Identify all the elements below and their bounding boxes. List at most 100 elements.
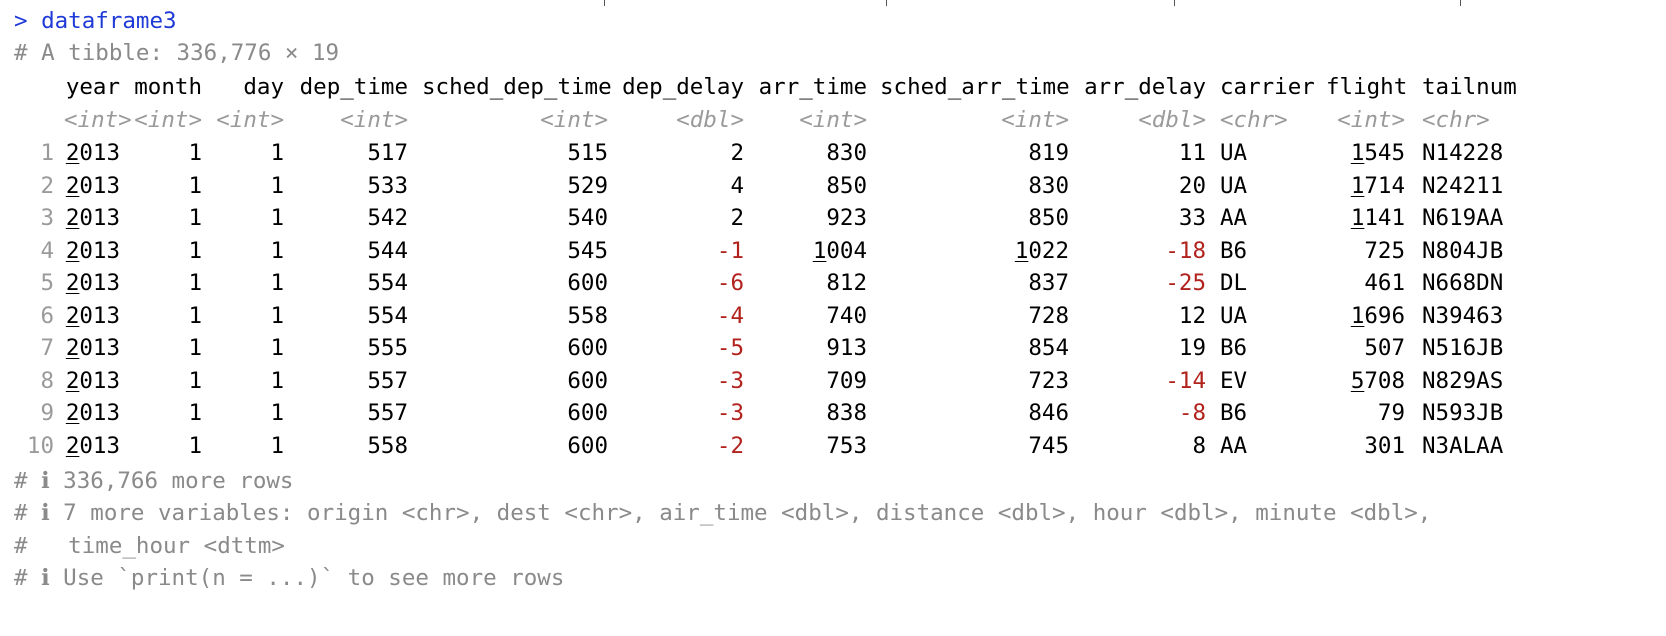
cell-dep-time: 555 [367,335,408,361]
table-row: 9 2013 1 1 557 600 -3 838 846 -8 B6 79 N593JB [14,397,1654,430]
cell-flight: 1714 [1350,172,1405,199]
column-header-dep-time: dep_time [299,74,408,100]
cell-dep-time: 558 [367,432,408,459]
column-type-dep-time: <int> [340,107,408,133]
cell-sched-dep-time: 600 [567,367,608,394]
column-type-sched-dep-time: <int> [540,107,608,133]
cell-arr-time: 812 [826,270,867,296]
cell-dep-delay: -2 [716,432,744,459]
cell-sched-arr-time: 846 [1028,400,1069,426]
cell-tailnum: N593JB [1422,400,1504,426]
cell-arr-time: 1004 [812,237,867,264]
tick [604,0,605,6]
cell-carrier: UA [1220,140,1248,166]
cell-sched-dep-time: 600 [567,270,608,296]
cell-sched-dep-time: 529 [567,172,608,199]
cell-flight: 1141 [1350,205,1405,231]
cell-carrier: B6 [1220,237,1248,264]
cell-carrier: AA [1220,432,1248,459]
table-row: 6 2013 1 1 554 558 -4 740 728 12 UA 1696 N39463 [14,300,1654,333]
cell-day: 1 [270,172,284,199]
cell-dep-delay: 4 [730,172,744,199]
cell-flight: 1696 [1350,302,1405,329]
cell-dep-delay: -5 [716,335,744,361]
cell-day: 1 [270,335,284,361]
cell-sched-arr-time: 745 [1028,432,1069,459]
cell-month: 1 [188,302,202,329]
cell-day: 1 [270,400,284,426]
cell-sched-arr-time: 723 [1028,367,1069,394]
cell-month: 1 [188,432,202,459]
table-row: 2 2013 1 1 533 529 4 850 830 20 UA 1714 N24211 [14,170,1654,203]
cell-arr-time: 850 [826,172,867,199]
column-header-day: day [243,74,284,100]
cell-sched-arr-time: 819 [1028,140,1069,166]
cell-arr-delay: -25 [1165,270,1206,296]
cell-month: 1 [188,270,202,296]
cell-arr-time: 830 [826,140,867,166]
row-number: 6 [40,302,54,329]
cell-dep-time: 557 [367,400,408,426]
cell-tailnum: N24211 [1422,172,1504,199]
column-header-year: year [65,74,120,100]
cell-sched-arr-time: 1022 [1014,237,1069,264]
cell-dep-time: 554 [367,270,408,296]
cell-dep-time: 557 [367,367,408,394]
cell-tailnum: N619AA [1422,205,1504,231]
column-type-flight: <int> [1337,107,1405,133]
row-number: 5 [40,270,54,296]
cell-day: 1 [270,302,284,329]
cell-arr-time: 923 [826,205,867,231]
cell-dep-time: 554 [367,302,408,329]
footer-print-hint: # ℹ Use `print(n = ...)` to see more row… [14,565,565,591]
table-row: 1 2013 1 1 517 515 2 830 819 11 UA 1545 N14228 [14,137,1654,170]
row-number: 9 [40,400,54,426]
cell-sched-arr-time: 830 [1028,172,1069,199]
cell-arr-delay: -18 [1165,237,1206,264]
row-number: 7 [40,335,54,361]
cell-year: 2013 [65,302,120,329]
table-row: 10 2013 1 1 558 600 -2 753 745 8 AA 301 N3ALAA [14,430,1654,463]
cell-day: 1 [270,205,284,231]
column-header-arr-delay: arr_delay [1084,74,1206,100]
row-number: 8 [40,367,54,394]
cell-month: 1 [188,140,202,166]
cell-dep-time: 517 [367,140,408,166]
cell-carrier: AA [1220,205,1248,231]
cell-tailnum: N39463 [1422,302,1504,329]
column-type-day: <int> [216,107,284,133]
cell-sched-dep-time: 515 [567,140,608,166]
cell-flight: 79 [1377,400,1405,426]
cell-year: 2013 [65,400,120,426]
cell-arr-time: 913 [826,335,867,361]
command-line: > dataframe3 [14,5,177,38]
cell-dep-delay: -3 [716,367,744,394]
cell-year: 2013 [65,367,120,394]
cell-year: 2013 [65,205,120,231]
cell-day: 1 [270,140,284,166]
column-header-sched-dep-time: sched_dep_time [422,74,612,100]
column-type-dep-delay: <dbl> [676,107,744,133]
cell-carrier: B6 [1220,400,1248,426]
column-type-row: <int> <int> <int> <int> <int> <dbl> <int> <int>… [14,104,1654,137]
cell-sched-arr-time: 837 [1028,270,1069,296]
column-header-tailnum: tailnum [1422,74,1517,100]
column-type-arr-time: <int> [799,107,867,133]
cell-sched-arr-time: 854 [1028,335,1069,361]
cell-arr-delay: 12 [1178,302,1206,329]
column-type-tailnum: <chr> [1422,107,1490,133]
row-number: 4 [40,237,54,264]
cell-dep-delay: 2 [730,205,744,231]
column-header-carrier: carrier [1220,74,1315,100]
cell-flight: 725 [1364,237,1405,264]
cell-day: 1 [270,237,284,264]
cell-arr-delay: 20 [1178,172,1206,199]
column-header-row: year month day dep_time sched_dep_time dep_de… [14,71,1654,104]
top-separator-ticks [14,0,1654,6]
cell-month: 1 [188,205,202,231]
cell-arr-delay: 33 [1178,205,1206,231]
cell-sched-dep-time: 600 [567,400,608,426]
cell-month: 1 [188,237,202,264]
cell-dep-delay: 2 [730,140,744,166]
cell-month: 1 [188,335,202,361]
